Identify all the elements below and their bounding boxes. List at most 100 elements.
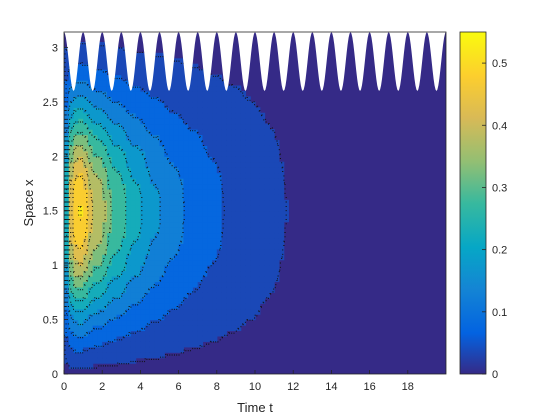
contour-cell [173, 188, 180, 195]
contour-cell [68, 281, 75, 288]
contour-cell [126, 123, 132, 130]
contour-cell [231, 232, 237, 239]
contour-cell [192, 199, 199, 206]
contour-cell [216, 167, 223, 174]
contour-cell [250, 276, 256, 283]
contour-cell [130, 167, 137, 174]
contour-cell [178, 341, 184, 348]
contour-cell [188, 107, 194, 114]
contour-cell [231, 243, 237, 250]
contour-cell [106, 357, 113, 364]
contour-cell [173, 123, 180, 130]
contour-cell [92, 90, 99, 97]
contour-cell [202, 319, 208, 326]
contour-cell [102, 243, 108, 250]
contour-cell [87, 248, 94, 255]
contour-cell [92, 194, 99, 201]
contour-cell [140, 265, 146, 272]
contour-cell [121, 352, 127, 359]
contour-cell [173, 74, 180, 81]
contour-cell [116, 139, 122, 146]
contour-cell [92, 319, 99, 326]
contour-cell [126, 199, 132, 206]
contour-cell [221, 183, 227, 190]
contour-cell [245, 254, 251, 261]
contour-cell [231, 254, 237, 261]
contour-cell [111, 85, 118, 92]
contour-cell [68, 183, 75, 190]
contour-cell [212, 139, 218, 146]
contour-cell [274, 205, 280, 212]
contour-cell [111, 341, 118, 348]
contour-cell [245, 232, 251, 239]
contour-cell [135, 74, 142, 81]
contour-cell [97, 183, 103, 190]
contour-cell [87, 112, 94, 119]
contour-cell [149, 134, 156, 141]
contour-cell [130, 112, 137, 119]
contour-cell [135, 314, 142, 321]
contour-cell [130, 352, 137, 359]
contour-cell [130, 156, 137, 163]
contour-cell [197, 85, 204, 92]
contour-cell [192, 227, 199, 234]
contour-cell [130, 145, 137, 152]
contour-cell [126, 134, 132, 141]
contour-cell [269, 270, 275, 277]
contour-cell [126, 210, 132, 217]
contour-cell [173, 205, 180, 212]
contour-cell [235, 210, 242, 217]
contour-cell [264, 221, 270, 228]
contour-cell [102, 123, 108, 130]
contour-cell [64, 352, 70, 359]
contour-cell [126, 227, 132, 234]
contour-cell [188, 134, 194, 141]
contour-cell [92, 259, 99, 266]
contour-cell [68, 199, 75, 206]
contour-cell [145, 118, 151, 125]
contour-cell [145, 107, 151, 114]
contour-cell [73, 96, 79, 103]
contour-cell [259, 139, 266, 146]
contour-cell [169, 183, 175, 190]
contour-cell [116, 314, 122, 321]
contour-cell [173, 69, 180, 76]
contour-cell [245, 227, 251, 234]
contour-cell [178, 205, 184, 212]
contour-cell [149, 101, 156, 108]
contour-cell [207, 221, 213, 228]
contour-cell [92, 237, 99, 244]
contour-cell [102, 281, 108, 288]
contour-cell [121, 63, 127, 70]
contour-cell [154, 178, 161, 185]
contour-cell [212, 167, 218, 174]
contour-cell [173, 254, 180, 261]
contour-cell [216, 297, 223, 304]
contour-cell [135, 52, 142, 59]
contour-cell [83, 314, 89, 321]
contour-cell [207, 178, 213, 185]
contour-cell [116, 248, 122, 255]
contour-cell [188, 248, 194, 255]
contour-cell [188, 243, 194, 250]
contour-cell [192, 216, 199, 223]
contour-cell [73, 188, 79, 195]
contour-cell [255, 183, 261, 190]
contour-cell [145, 112, 151, 119]
contour-cell [83, 232, 89, 239]
contour-cell [183, 134, 189, 141]
contour-cell [188, 286, 194, 293]
contour-cell [83, 90, 89, 97]
contour-cell [216, 205, 223, 212]
contour-cell [159, 341, 165, 348]
contour-cell [274, 237, 280, 244]
y-tick-label: 1.5 [43, 206, 58, 218]
contour-cell [202, 167, 208, 174]
contour-cell [173, 265, 180, 272]
contour-cell [68, 363, 75, 370]
contour-cell [278, 237, 285, 244]
contour-cell [183, 145, 189, 152]
contour-cell [64, 335, 70, 342]
contour-cell [130, 123, 137, 130]
y-tick-label: 0 [52, 369, 58, 381]
